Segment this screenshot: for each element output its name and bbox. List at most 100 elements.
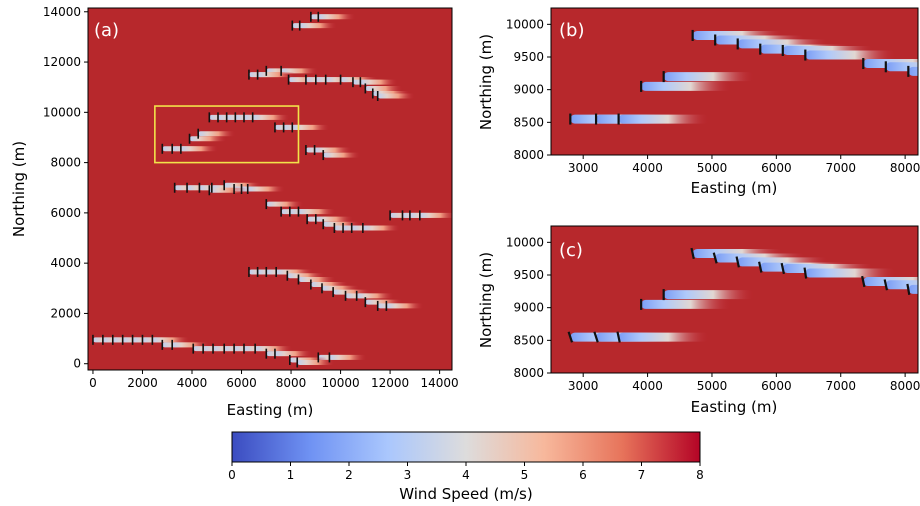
turbine-wake [805,268,896,278]
x-tick-label: 0 [89,376,97,390]
y-tick-label: 8000 [513,366,544,380]
panel-b-label: (b) [559,20,584,41]
x-tick-label: 12000 [371,376,409,390]
colorbar-tick-label: 0 [228,468,236,482]
x-tick-label: 3000 [568,161,599,175]
turbine-wake [356,293,394,299]
colorbar-tick-label: 1 [287,468,295,482]
turbine-marker [803,267,808,279]
turbine-marker [712,252,718,264]
x-tick-label: 7000 [825,379,856,393]
y-tick-label: 6000 [50,206,81,220]
colorbar-label: Wind Speed (m/s) [399,485,532,503]
turbine-wake [189,136,227,142]
panel-c-background [551,226,918,373]
x-tick-label: 4000 [632,379,663,393]
panel-a: 0 2000 4000 6000 8000 10000 12000 14000 0 2000 40… [10,5,459,419]
turbine-wake [618,332,709,342]
turbine-wake [618,114,709,124]
y-tick-label: 8000 [513,148,544,162]
panel-b: 3000 4000 5000 6000 7000 8000 8000 8500 9000 950… [477,7,920,197]
x-tick-label: 5000 [697,161,728,175]
x-tick-label: 6000 [761,379,792,393]
turbine-wake [641,299,732,309]
y-tick-label: 4000 [50,256,81,270]
turbine-wake [365,299,403,305]
panel-a-frame [87,7,453,371]
turbine-wake [329,354,367,360]
turbine-wake [274,351,313,357]
y-tick-label: 9000 [513,83,544,97]
colorbar-ticks: 0 1 2 3 4 5 6 7 8 [228,462,704,482]
turbine-wake [281,68,319,74]
turbine-marker [593,331,599,343]
y-tick-label: 0 [73,357,81,371]
colorbar-gradient [231,431,701,463]
y-tick-label: 10000 [506,235,544,249]
turbine-wake [641,81,732,91]
x-tick-label: 14000 [421,376,459,390]
panel-c: 3000 4000 5000 6000 7000 8000 8000 8500 9000 950… [477,225,920,416]
panel-c-label: (c) [559,240,583,261]
y-tick-label: 2000 [50,306,81,320]
turbine-wake [365,85,403,91]
turbine-wake [360,79,398,85]
panel-c-xlabel: Easting (m) [691,398,778,416]
x-tick-label: 5000 [697,379,728,393]
colorbar-tick-label: 4 [462,468,470,482]
y-tick-label: 12000 [43,55,81,69]
panel-a-ylabel: Northing (m) [10,141,28,237]
panel-c-turbines [567,247,911,343]
turbine-wake [287,273,325,279]
colorbar-tick-label: 8 [696,468,704,482]
x-tick-label: 10000 [321,376,359,390]
y-tick-label: 8500 [513,333,544,347]
panel-b-xlabel: Easting (m) [691,179,778,197]
highlight-box [154,105,300,164]
turbine-wake [805,50,896,60]
colorbar-tick-label: 5 [521,468,529,482]
x-tick-label: 6000 [761,161,792,175]
x-tick-label: 8000 [890,379,920,393]
turbine-marker [906,283,911,295]
panel-b-frame [550,7,919,156]
y-tick-label: 14000 [43,5,81,19]
turbine-wake [322,285,360,291]
turbine-marker [567,331,574,343]
panel-c-x-ticks: 3000 4000 5000 6000 7000 8000 [568,373,920,393]
turbine-wake [663,72,754,82]
turbine-wake [299,23,337,29]
turbine-wake [297,359,335,365]
panel-b-turbines [569,29,910,125]
x-tick-label: 7000 [825,161,856,175]
panel-b-ylabel: Northing (m) [477,34,495,130]
colorbar-tick-label: 3 [404,468,412,482]
turbine-wake [198,131,236,137]
turbine-wake [663,290,754,300]
turbine-wake [209,187,247,193]
turbine-wake [908,284,918,294]
panel-a-x-ticks: 0 2000 4000 6000 8000 10000 12000 14000 [89,370,459,390]
turbine-wake [276,269,314,275]
panel-a-label: (a) [94,20,119,41]
y-tick-label: 10000 [506,17,544,31]
turbine-marker [861,275,866,288]
panel-b-background [551,8,918,155]
colorbar: 0 1 2 3 4 5 6 7 8 Wind Speed (m/s) [228,431,704,503]
y-tick-label: 9500 [513,50,544,64]
x-tick-label: 8000 [276,376,307,390]
turbine-wake [314,147,352,153]
colorbar-tick-label: 6 [579,468,587,482]
turbine-wake [292,124,330,130]
panel-c-ylabel: Northing (m) [477,252,495,348]
turbine-wake [172,342,210,348]
x-tick-label: 4000 [177,376,208,390]
turbine-wake [180,146,218,152]
y-tick-label: 8500 [513,115,544,129]
panel-c-y-ticks: 8000 8500 9000 9500 10000 [506,235,551,380]
turbine-wake [315,216,353,222]
turbine-marker [690,247,695,260]
turbine-wake [318,14,356,20]
x-tick-label: 4000 [632,161,663,175]
